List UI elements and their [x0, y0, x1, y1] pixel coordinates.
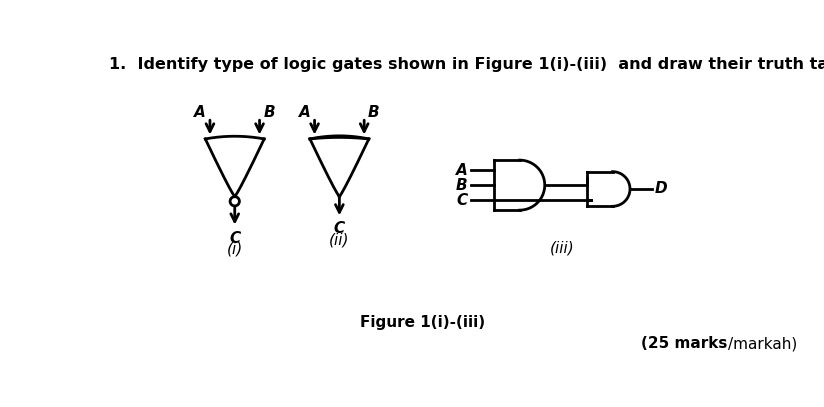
- Text: A: A: [299, 105, 311, 120]
- Text: D: D: [655, 182, 667, 197]
- Text: (iii): (iii): [550, 241, 574, 256]
- Text: C: C: [334, 221, 345, 236]
- Text: Figure 1(i)-(iii): Figure 1(i)-(iii): [360, 315, 485, 330]
- Circle shape: [230, 197, 240, 206]
- Text: (i): (i): [227, 241, 243, 256]
- Text: (25 marks: (25 marks: [641, 337, 728, 352]
- Text: C: C: [456, 193, 467, 208]
- Text: A: A: [194, 105, 206, 120]
- Text: A: A: [456, 163, 467, 177]
- Text: /markah): /markah): [728, 337, 797, 352]
- Text: (ii): (ii): [329, 232, 349, 247]
- Text: B: B: [456, 177, 467, 193]
- Text: 1.  Identify type of logic gates shown in Figure 1(i)-(iii)  and draw their trut: 1. Identify type of logic gates shown in…: [110, 57, 824, 72]
- Text: C: C: [229, 230, 241, 245]
- Text: B: B: [264, 105, 275, 120]
- Text: B: B: [368, 105, 380, 120]
